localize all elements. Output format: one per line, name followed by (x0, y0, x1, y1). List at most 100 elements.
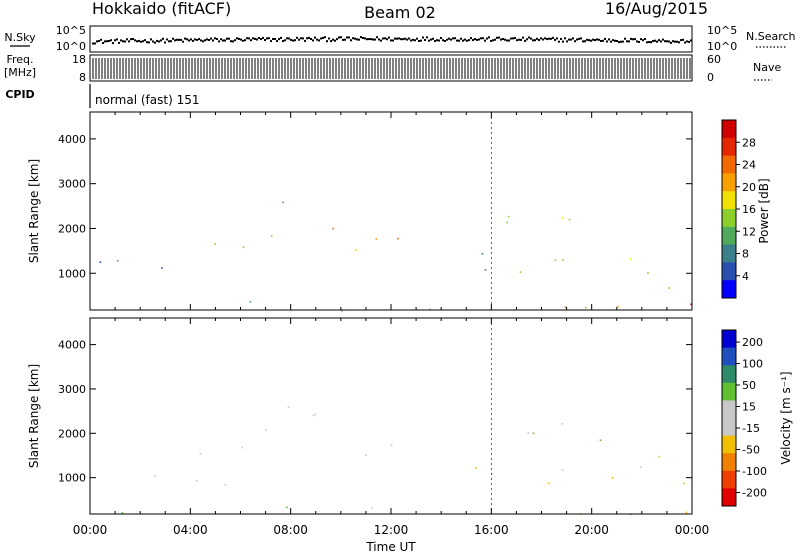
nsky-sample (222, 39, 224, 42)
nsky-sample (132, 38, 134, 40)
y-tick-label: 3000 (58, 383, 86, 396)
nsky-sample (256, 38, 258, 41)
nsky-sample (486, 37, 488, 40)
nsky-sample (480, 37, 482, 40)
nsky-sample (264, 39, 266, 41)
nsky-sample (468, 39, 470, 42)
nsky-sample (274, 38, 276, 40)
cpid-text: normal (fast) 151 (95, 93, 199, 107)
power-colorbar-label: Power [dB] (757, 178, 771, 243)
nsky-sample (294, 39, 296, 42)
nsky-sample (92, 42, 94, 45)
nsky-sample (108, 40, 110, 42)
colorbar-tick-label: 15 (742, 401, 756, 414)
nsky-sample (684, 41, 686, 44)
y-tick-label: 2000 (58, 427, 86, 440)
nsky-sample (522, 36, 524, 39)
beam-title: Beam 02 (364, 3, 436, 22)
scatter-point (264, 429, 267, 431)
scatter-point (99, 261, 102, 263)
colorbar-segment (722, 262, 736, 281)
nsky-sample (652, 40, 654, 43)
nsky-sample (314, 36, 316, 39)
nsky-sample (232, 40, 234, 43)
nsky-sample (576, 38, 578, 41)
nsky-sample (332, 38, 334, 41)
nsky-sample (370, 38, 372, 41)
power-colorbar: 4 8 12 16 20 24 28 (721, 119, 756, 299)
nsky-sample (472, 39, 474, 42)
nsky-sample (284, 39, 286, 42)
y-tick-label: 1000 (58, 472, 86, 485)
nsearch-label: N.Search (746, 30, 796, 43)
nsky-sample (436, 39, 438, 42)
nsky-sample (150, 38, 152, 41)
nsky-sample (212, 39, 214, 42)
colorbar-segment (722, 470, 736, 489)
nsky-sample (378, 38, 380, 41)
nsky-sample (690, 39, 692, 42)
nsky-sample (630, 37, 632, 40)
nsky-sample (380, 39, 382, 42)
nsky-sample (470, 37, 472, 40)
colorbar-tick-label: 8 (742, 248, 749, 261)
nsky-sample (402, 38, 404, 41)
scatter-point (287, 406, 290, 408)
colorbar-segment (722, 347, 736, 366)
nsky-sample (112, 42, 114, 45)
nsky-sample (128, 40, 130, 43)
nsky-sample (542, 38, 544, 41)
y-tick-label: 4000 (58, 339, 86, 352)
nsky-sample (388, 36, 390, 39)
nsky-sample (572, 37, 574, 40)
scatter-point (554, 259, 557, 262)
nsky-sample (626, 40, 628, 43)
nsky-sample (146, 41, 148, 44)
nsky-sample (620, 40, 622, 43)
nsky-sample (214, 37, 216, 40)
nsky-sample (290, 38, 292, 41)
nsky-sample (428, 39, 430, 42)
nsky-sample (504, 38, 506, 41)
nsky-sample (442, 39, 444, 42)
nsky-sample (242, 39, 244, 42)
scatter-point (241, 446, 243, 449)
nsky-sample (392, 39, 394, 42)
colorbar-segment (722, 418, 736, 437)
nave-tick-bottom: 0 (707, 71, 714, 84)
nsky-sample (196, 38, 198, 41)
nsky-sample (216, 38, 218, 40)
nsky-sample (532, 39, 534, 42)
nsky-sample (142, 40, 144, 43)
nsky-sample (588, 39, 590, 42)
nsky-sample (676, 40, 678, 43)
nsky-sample (460, 37, 462, 40)
colorbar-segment (722, 382, 736, 401)
nsky-sample (324, 36, 326, 39)
nsky-sample (638, 41, 640, 43)
nsky-sample (622, 40, 624, 43)
velocity-axis-ticks: 1000 2000 3000 4000 (58, 318, 693, 514)
nsky-sample (120, 39, 122, 42)
nsky-sample (364, 37, 366, 40)
nsky-sample (502, 38, 504, 40)
x-tick-label: 16:00 (474, 523, 509, 537)
nsky-sample (286, 37, 288, 40)
nsky-sample (398, 37, 400, 40)
nsky-sample (312, 39, 314, 42)
velocity-colorbar: 200 100 50 15 -15 -50 -100 -200 (721, 329, 767, 507)
nsky-sample (298, 38, 300, 41)
colorbar-tick-label: 100 (742, 358, 763, 371)
colorbar-tick-label: 20 (742, 181, 756, 194)
nsky-sample (206, 38, 208, 41)
velocity-scatter (121, 406, 688, 515)
nsky-sample (430, 38, 432, 41)
nsky-sample (632, 38, 634, 41)
date-title: 16/Aug/2015 (605, 0, 708, 18)
nsky-sample (494, 38, 496, 41)
nsky-sample (604, 37, 606, 40)
power-scatter (99, 201, 692, 312)
nsky-sample (562, 40, 564, 43)
nsky-sample (440, 37, 442, 39)
nsky-sample (414, 39, 416, 42)
